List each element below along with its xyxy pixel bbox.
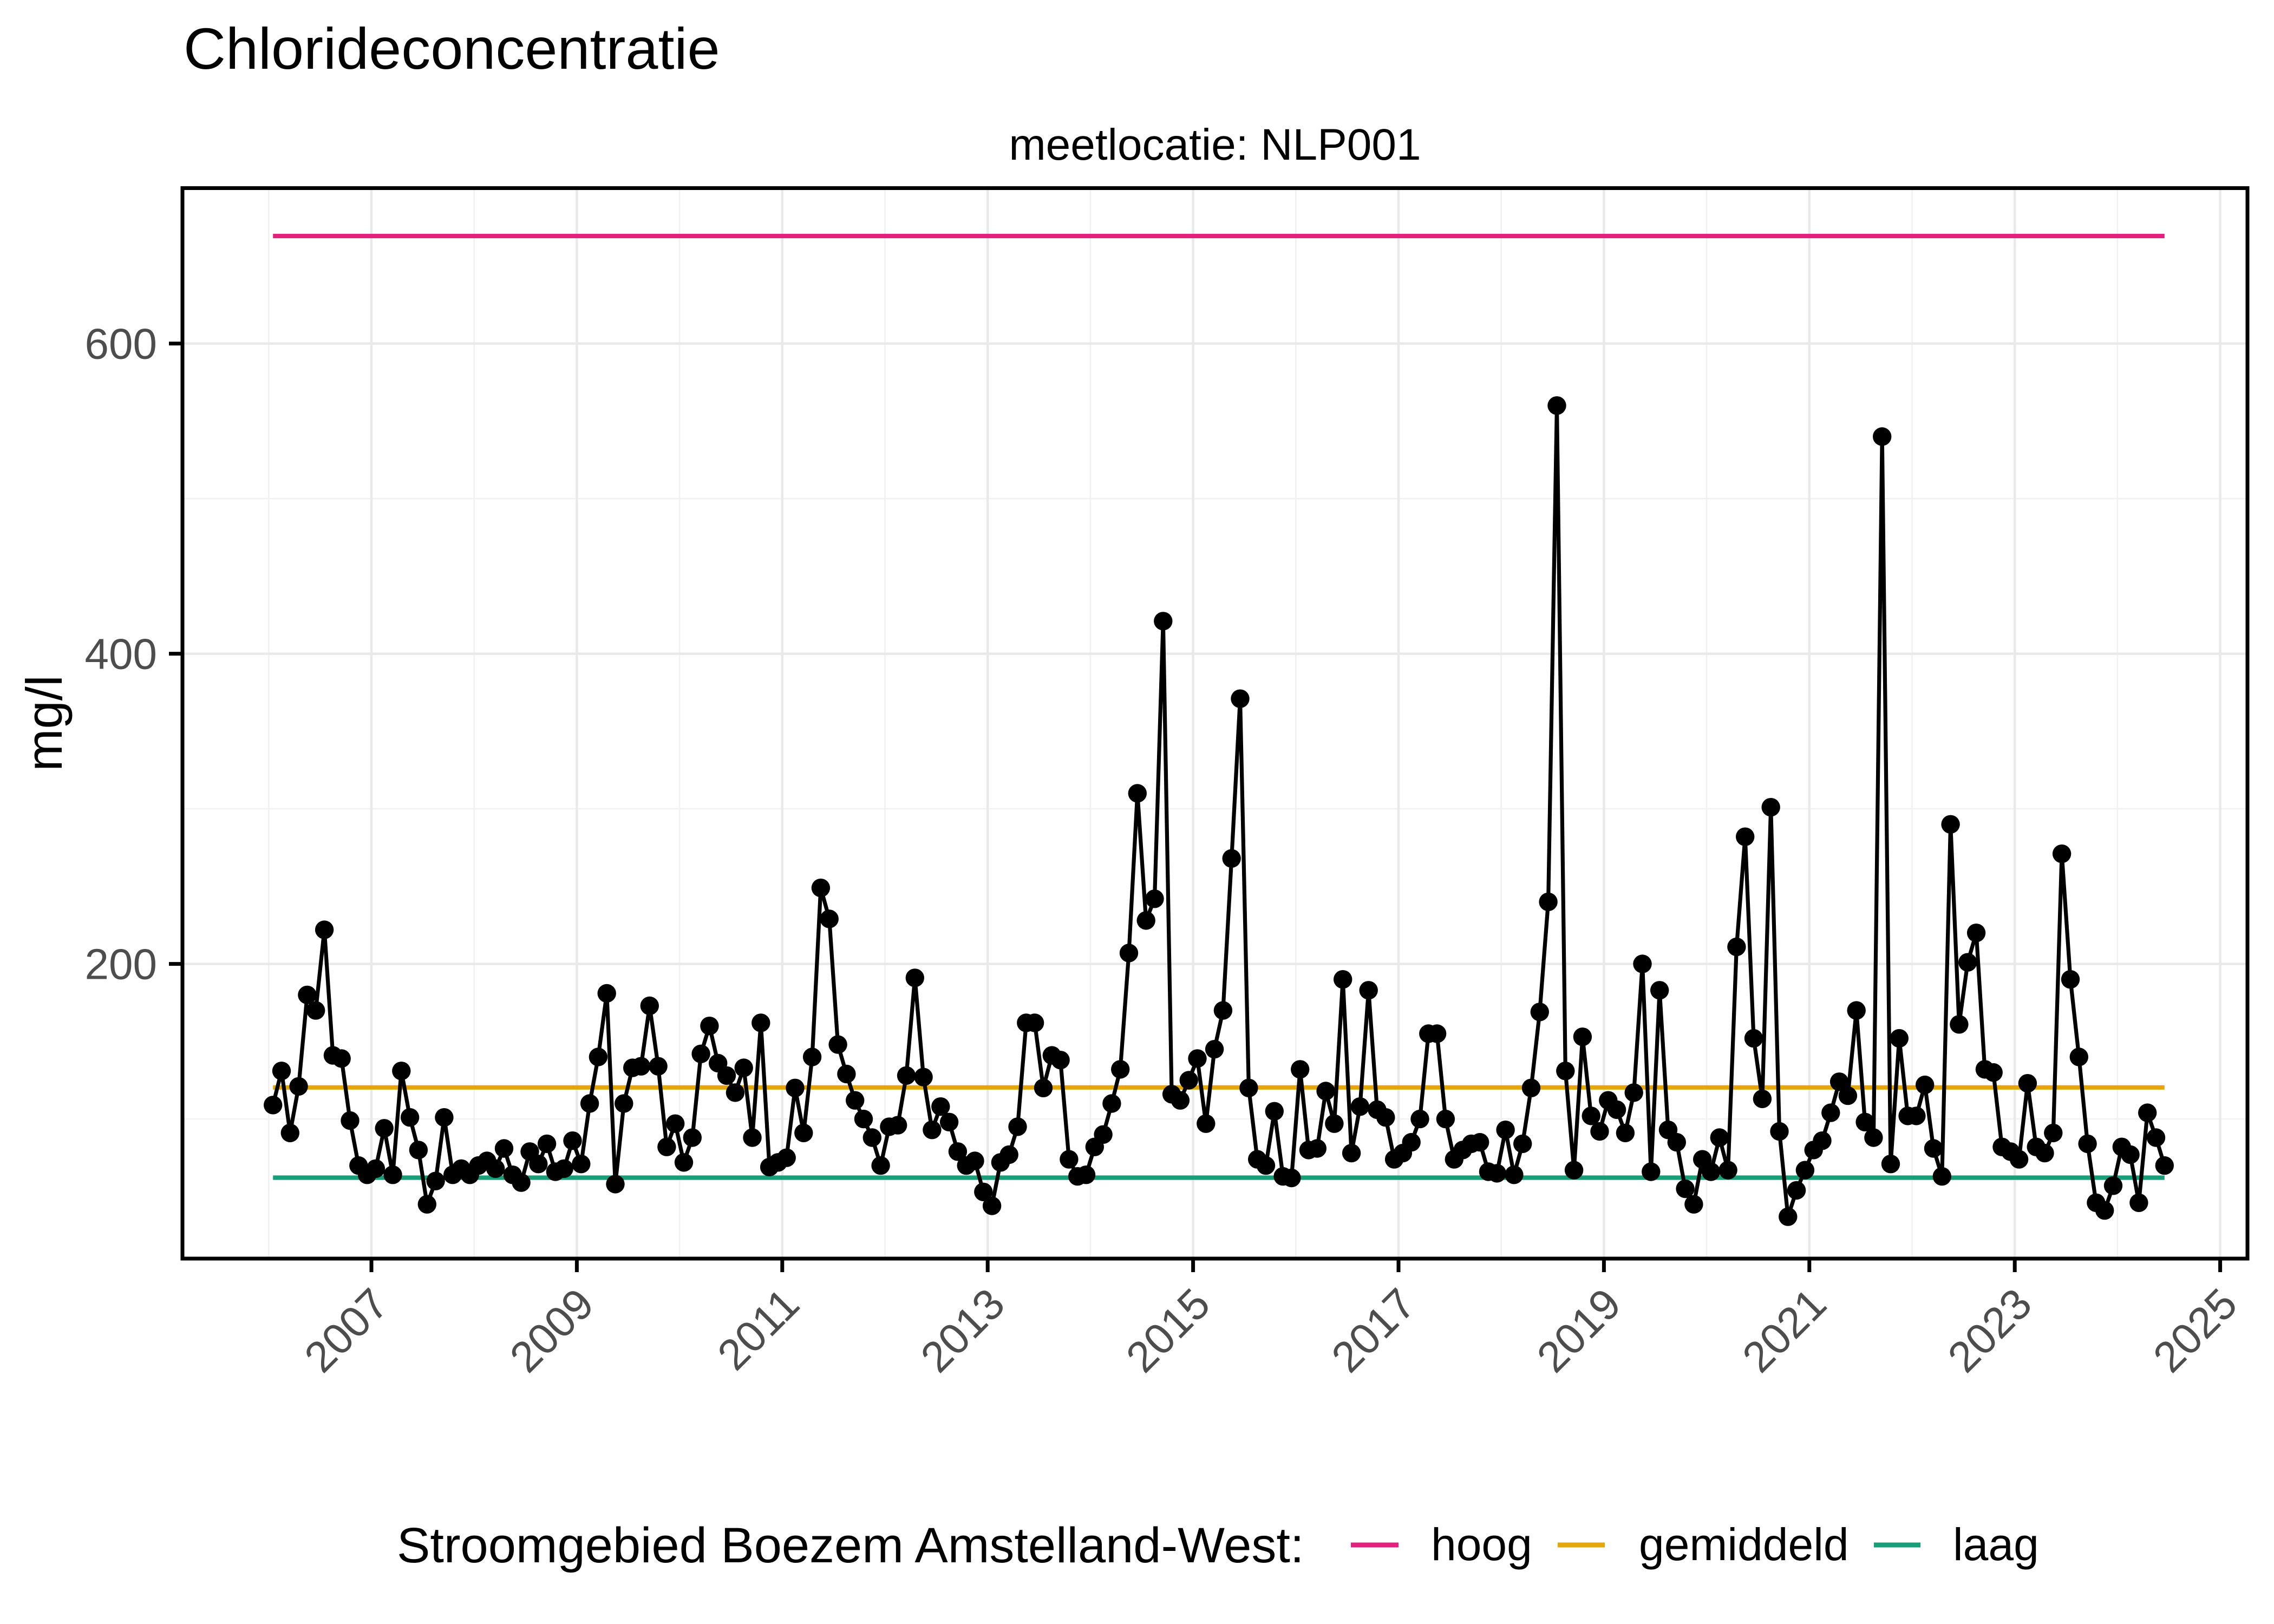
svg-text:meetlocatie: NLP001: meetlocatie: NLP001 — [1009, 120, 1421, 169]
svg-text:hoog: hoog — [1431, 1519, 1532, 1570]
svg-text:200: 200 — [85, 940, 157, 988]
svg-text:Chlorideconcentratie: Chlorideconcentratie — [184, 16, 720, 81]
svg-text:mg/l: mg/l — [16, 675, 73, 771]
svg-text:Stroomgebied Boezem Amstelland: Stroomgebied Boezem Amstelland-West: — [397, 1518, 1304, 1573]
svg-text:gemiddeld: gemiddeld — [1639, 1519, 1849, 1570]
svg-text:400: 400 — [85, 630, 157, 678]
svg-text:600: 600 — [85, 320, 157, 368]
svg-text:laag: laag — [1953, 1519, 2039, 1570]
